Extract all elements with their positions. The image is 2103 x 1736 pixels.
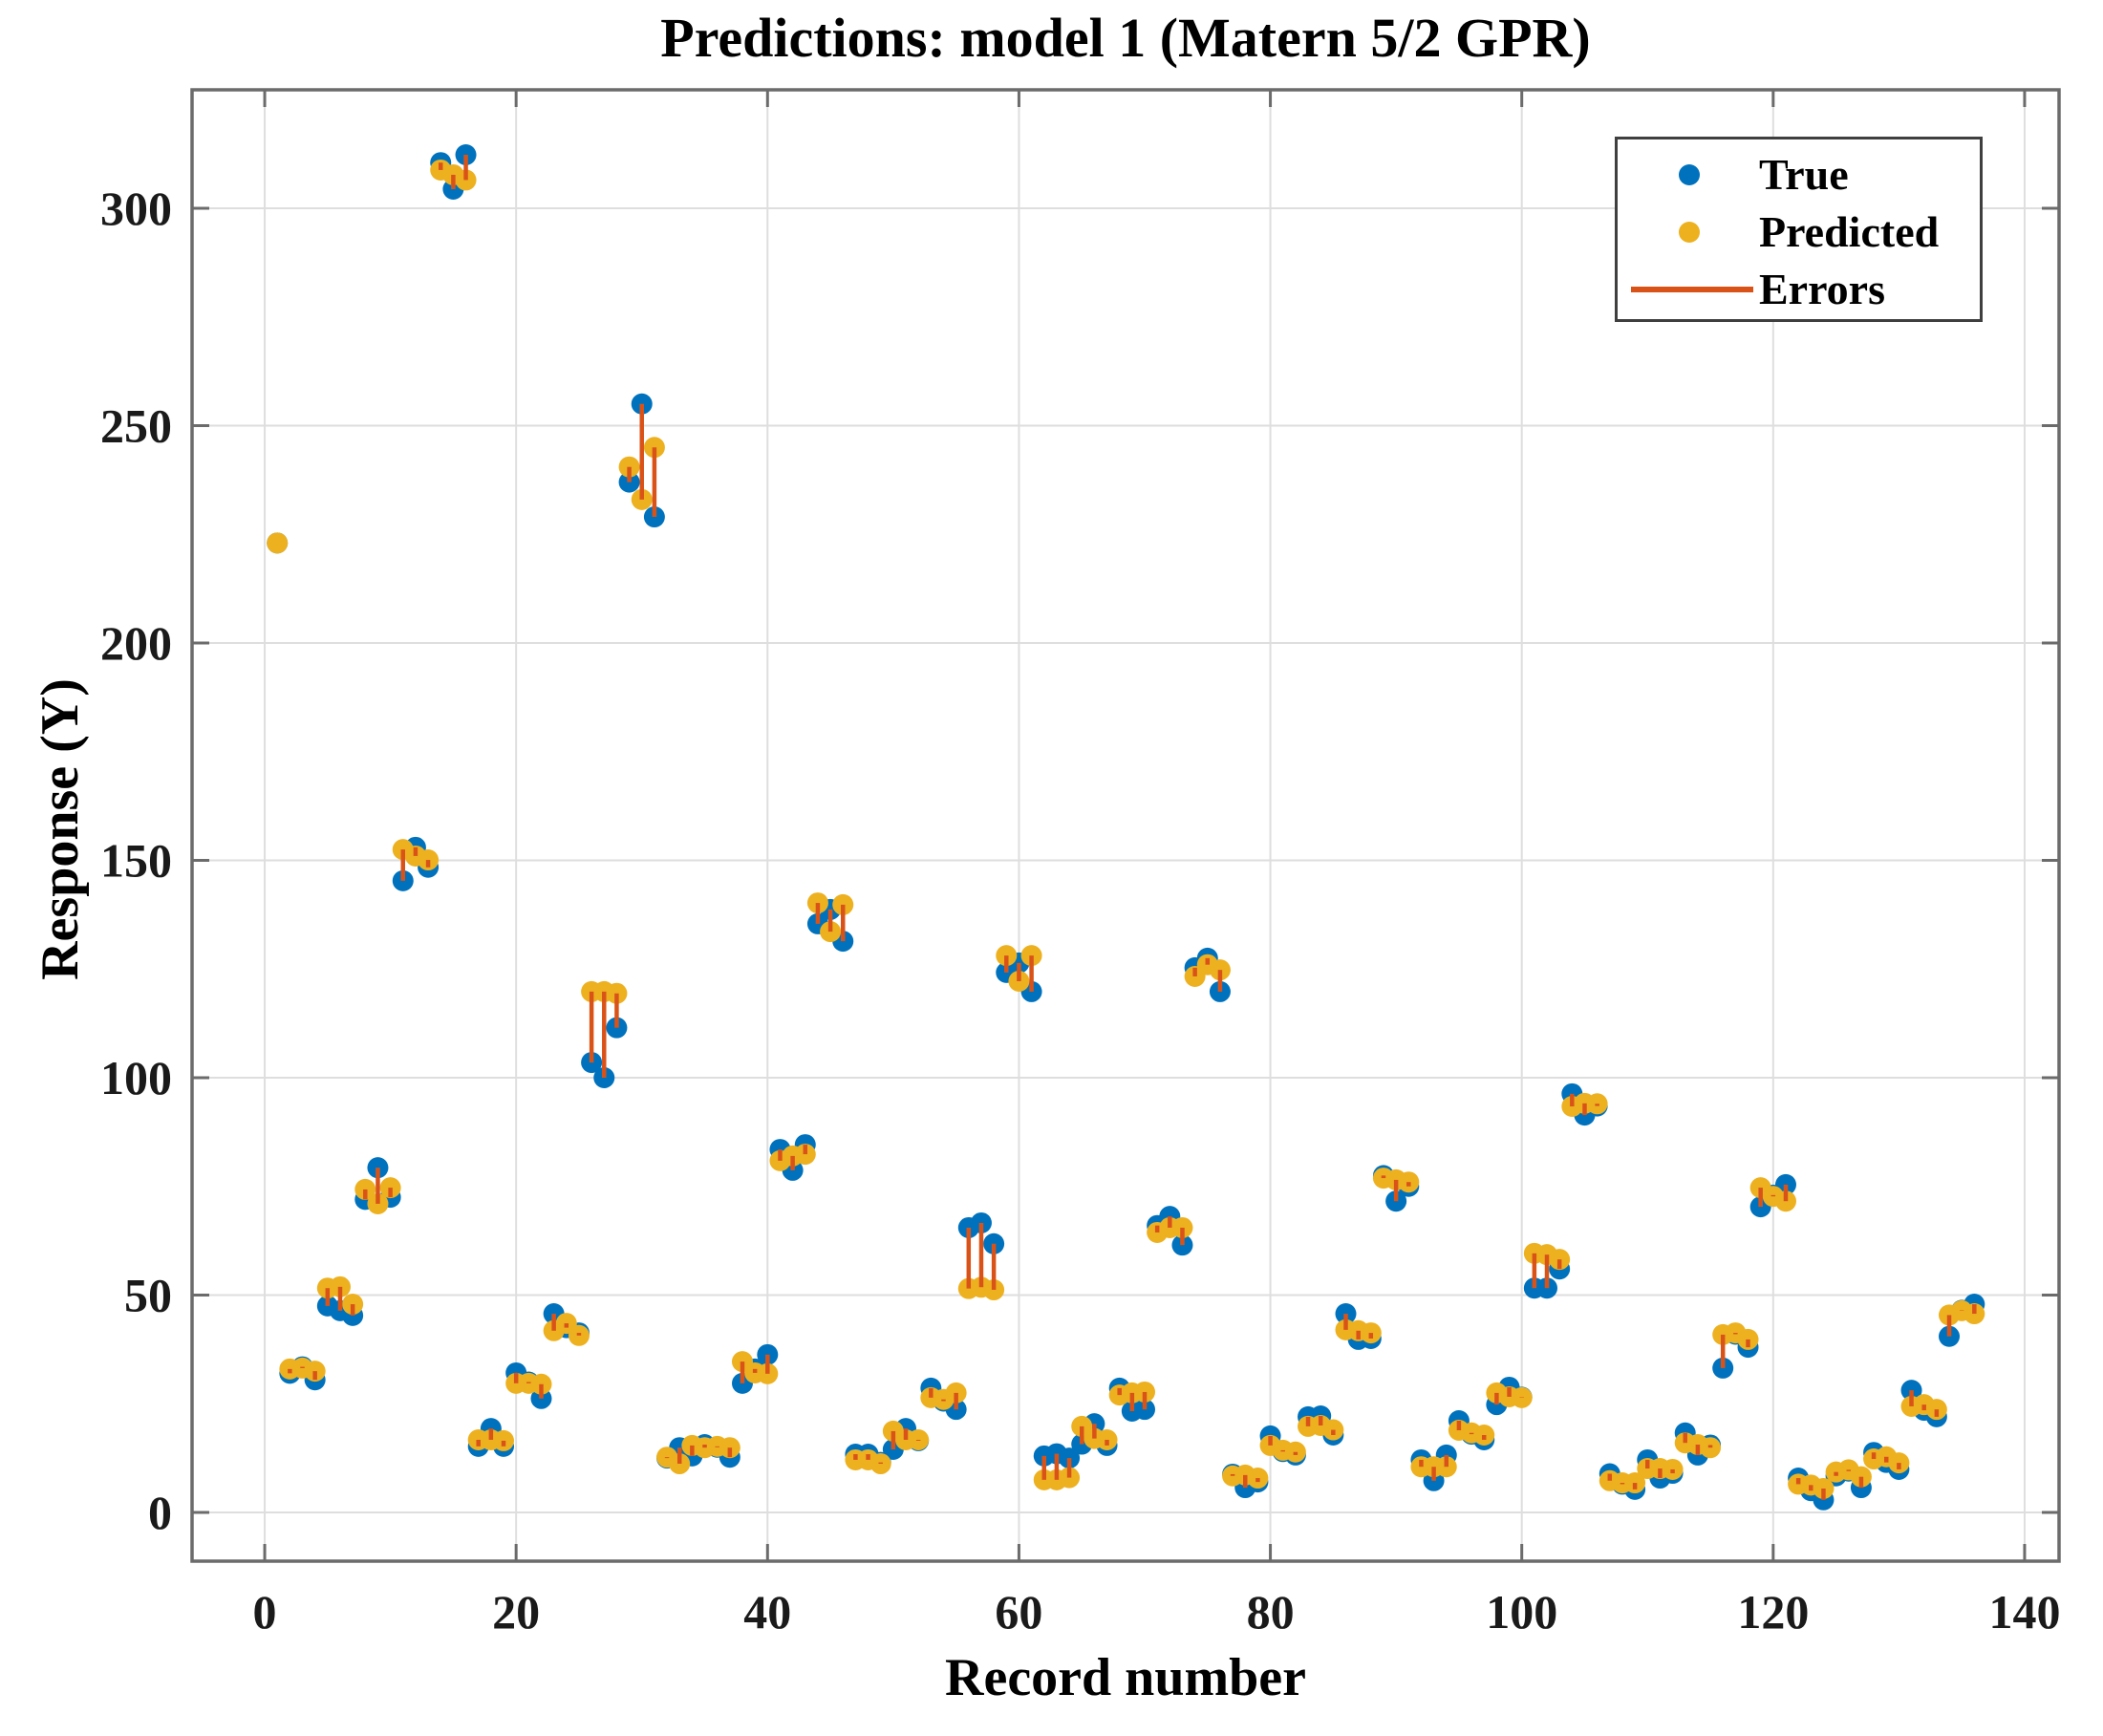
x-tick-labels: 0 20 40 60 80 100 120 140 <box>253 1585 2061 1639</box>
legend-item-true: True <box>1618 146 1980 204</box>
y-tick-label: 100 <box>100 1051 172 1104</box>
legend-item-errors: Errors <box>1618 261 1980 318</box>
predicted-marker-icon <box>1679 222 1700 243</box>
y-tick-label: 300 <box>100 182 172 235</box>
x-axis-label: Record number <box>945 1648 1306 1707</box>
y-tick-label: 50 <box>124 1268 172 1321</box>
y-tick-label: 250 <box>100 398 172 452</box>
series-predicted <box>267 159 1985 1499</box>
predicted-point <box>267 532 289 554</box>
series-true <box>267 144 1985 1511</box>
x-tick-label: 0 <box>253 1585 277 1639</box>
x-tick-label: 100 <box>1486 1585 1557 1639</box>
series-errors <box>288 155 1977 1500</box>
legend-label-predicted: Predicted <box>1759 207 1940 256</box>
true-point <box>618 471 640 493</box>
errors-line-icon <box>1631 287 1753 292</box>
plot-border <box>190 88 2061 1563</box>
gridlines <box>192 90 2059 1561</box>
y-tick-label: 0 <box>148 1486 172 1539</box>
legend-label-errors: Errors <box>1759 265 1886 313</box>
y-tick-label: 150 <box>100 833 172 887</box>
tick-marks <box>192 90 2059 1561</box>
x-tick-label: 40 <box>743 1585 791 1639</box>
legend-label-true: True <box>1759 150 1849 199</box>
x-tick-label: 140 <box>1988 1585 2060 1639</box>
x-tick-label: 80 <box>1247 1585 1295 1639</box>
x-tick-label: 20 <box>492 1585 540 1639</box>
y-tick-label: 200 <box>100 616 172 670</box>
chart-title: Predictions: model 1 (Matern 5/2 GPR) <box>660 7 1591 69</box>
y-tick-labels: 0 50 100 150 200 250 300 <box>100 182 172 1539</box>
x-tick-label: 120 <box>1737 1585 1809 1639</box>
legend: True Predicted Errors <box>1615 137 1983 322</box>
legend-item-predicted: Predicted <box>1618 204 1980 261</box>
true-marker-icon <box>1679 164 1700 185</box>
predicted-point <box>1209 959 1231 981</box>
x-tick-label: 60 <box>995 1585 1042 1639</box>
